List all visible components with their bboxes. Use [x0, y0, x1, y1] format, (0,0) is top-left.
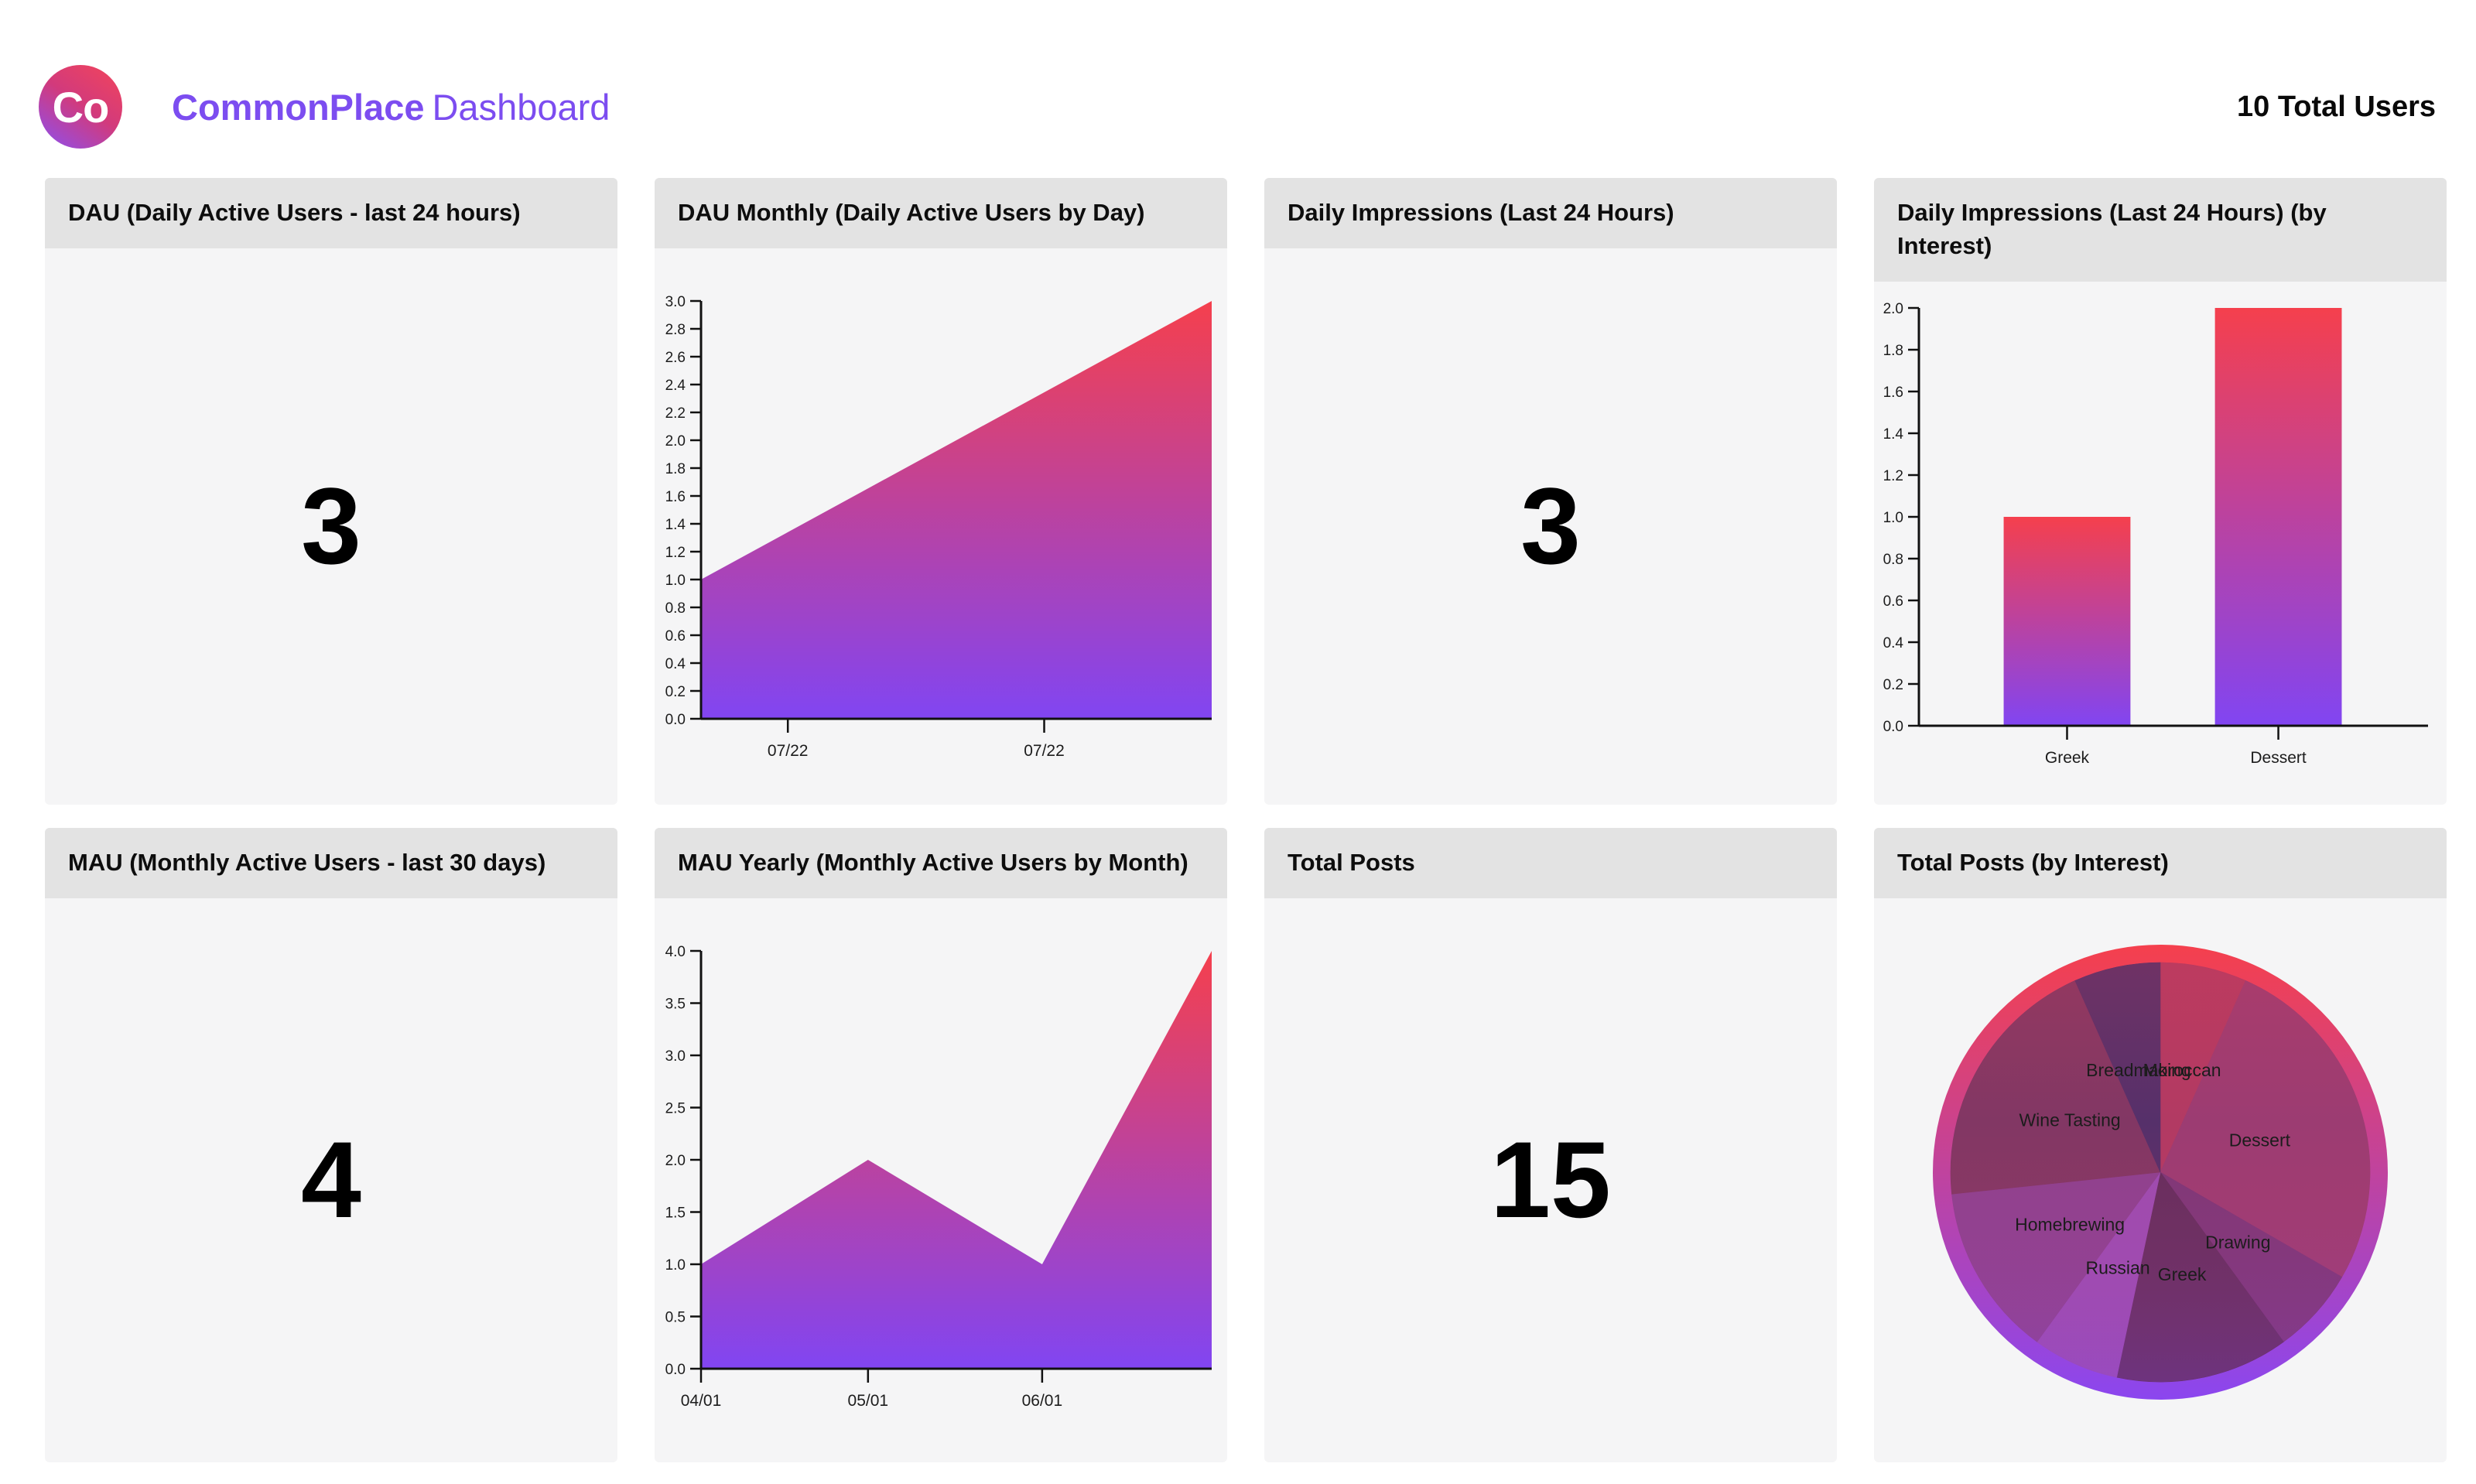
svg-text:1.6: 1.6 [665, 489, 686, 505]
svg-text:0.6: 0.6 [665, 628, 686, 645]
card-daily-impressions: Daily Impressions (Last 24 Hours) 3 [1264, 178, 1837, 805]
card-dau-title: DAU (Daily Active Users - last 24 hours) [45, 178, 617, 248]
card-total-posts-by-interest-title: Total Posts (by Interest) [1874, 828, 2447, 898]
card-mau-title: MAU (Monthly Active Users - last 30 days… [45, 828, 617, 898]
svg-text:0.2: 0.2 [665, 684, 686, 700]
mau-value: 4 [301, 1119, 361, 1241]
card-dau: DAU (Daily Active Users - last 24 hours)… [45, 178, 617, 805]
svg-text:Dessert: Dessert [2250, 749, 2307, 767]
svg-text:1.4: 1.4 [1883, 426, 1904, 443]
svg-text:Drawing: Drawing [2205, 1232, 2270, 1252]
svg-text:1.0: 1.0 [665, 573, 686, 589]
card-daily-impressions-by-interest: Daily Impressions (Last 24 Hours) (by In… [1874, 178, 2447, 805]
svg-text:0.4: 0.4 [665, 656, 686, 672]
svg-text:Homebrewing: Homebrewing [2015, 1214, 2125, 1234]
card-total-posts-by-interest: Total Posts (by Interest) Breadmaking Win… [1874, 828, 2447, 1462]
mau-yearly-area-chart: 0.0 0.5 1.0 1.5 2.0 2.5 3.0 3.5 4.0 04/01 05/01 06/… [665, 944, 1212, 1410]
svg-text:2.4: 2.4 [665, 378, 686, 394]
svg-text:Greek: Greek [2158, 1264, 2207, 1284]
svg-text:07/22: 07/22 [768, 742, 809, 760]
app-logo-icon: Co [39, 65, 122, 149]
dau-monthly-area-chart: 0.0 0.2 0.4 0.6 0.8 1.0 1.2 1.4 1.6 1.8 2.0 2.2 2.4 2… [665, 294, 1212, 760]
svg-text:1.4: 1.4 [665, 517, 686, 533]
svg-text:2.0: 2.0 [665, 1153, 686, 1169]
page-title-suffix: Dashboard [432, 86, 610, 128]
total-posts-pie-chart: Breadmaking Wine Tasting Homebrewing Russia… [1933, 944, 2388, 1400]
logo-text: Co [52, 82, 110, 132]
svg-text:3.0: 3.0 [665, 294, 686, 310]
svg-text:0.5: 0.5 [665, 1309, 686, 1325]
svg-text:1.8: 1.8 [1883, 343, 1903, 359]
svg-text:2.6: 2.6 [665, 350, 686, 366]
svg-text:Russian: Russian [2086, 1257, 2150, 1277]
svg-text:2.5: 2.5 [665, 1100, 686, 1116]
svg-text:1.0: 1.0 [1883, 510, 1903, 526]
card-mau-yearly-title: MAU Yearly (Monthly Active Users by Mont… [655, 828, 1227, 898]
svg-text:2.8: 2.8 [665, 322, 686, 338]
card-dau-monthly: DAU Monthly (Daily Active Users by Day) … [655, 178, 1227, 805]
svg-text:0.0: 0.0 [1883, 719, 1903, 735]
svg-text:3.5: 3.5 [665, 996, 686, 1012]
total-users-text: 10 Total Users [2237, 90, 2436, 123]
app-header: Co CommonPlace Dashboard 10 Total Users [0, 0, 2476, 178]
svg-text:1.2: 1.2 [665, 545, 686, 561]
card-mau-yearly: MAU Yearly (Monthly Active Users by Mont… [655, 828, 1227, 1462]
svg-text:1.2: 1.2 [1883, 468, 1903, 484]
svg-text:0.8: 0.8 [665, 600, 686, 617]
svg-text:Greek: Greek [2045, 749, 2090, 767]
svg-text:0.0: 0.0 [665, 1362, 686, 1378]
svg-text:07/22: 07/22 [1024, 742, 1065, 760]
dashboard-grid: DAU (Daily Active Users - last 24 hours)… [0, 178, 2476, 1462]
svg-text:0.4: 0.4 [1883, 635, 1904, 651]
svg-text:04/01: 04/01 [681, 1392, 722, 1410]
card-daily-impressions-title: Daily Impressions (Last 24 Hours) [1264, 178, 1837, 248]
svg-text:2.0: 2.0 [1883, 301, 1903, 317]
svg-text:2.2: 2.2 [665, 405, 686, 422]
daily-impressions-bar-chart: 0.0 0.2 0.4 0.6 0.8 1.0 1.2 1.4 1.6 1.8 2.0 Greek De… [1883, 301, 2428, 767]
svg-text:Breadmaking: Breadmaking [2086, 1060, 2191, 1080]
svg-text:0.0: 0.0 [665, 712, 686, 728]
svg-text:4.0: 4.0 [665, 944, 686, 960]
card-mau: MAU (Monthly Active Users - last 30 days… [45, 828, 617, 1462]
card-daily-impressions-by-interest-title: Daily Impressions (Last 24 Hours) (by In… [1874, 178, 2447, 282]
svg-text:2.0: 2.0 [665, 433, 686, 450]
page-title-brand: CommonPlace [172, 86, 425, 128]
card-total-posts: Total Posts 15 [1264, 828, 1837, 1462]
dau-value: 3 [301, 465, 361, 587]
svg-text:0.2: 0.2 [1883, 677, 1903, 693]
svg-text:1.5: 1.5 [665, 1205, 686, 1221]
svg-text:Moroccan: Moroccan [2143, 1060, 2221, 1080]
svg-text:0.6: 0.6 [1883, 593, 1903, 610]
svg-text:05/01: 05/01 [848, 1392, 889, 1410]
svg-text:1.6: 1.6 [1883, 385, 1903, 401]
svg-text:0.8: 0.8 [1883, 552, 1903, 568]
daily-impressions-value: 3 [1520, 465, 1581, 587]
svg-text:Wine Tasting: Wine Tasting [2019, 1110, 2120, 1130]
card-total-posts-title: Total Posts [1264, 828, 1837, 898]
svg-text:3.0: 3.0 [665, 1048, 686, 1065]
card-dau-monthly-title: DAU Monthly (Daily Active Users by Day) [655, 178, 1227, 248]
svg-text:06/01: 06/01 [1022, 1392, 1063, 1410]
page-title: CommonPlace Dashboard [172, 86, 610, 128]
svg-text:Dessert: Dessert [2229, 1130, 2291, 1150]
svg-text:1.0: 1.0 [665, 1257, 686, 1274]
total-posts-value: 15 [1490, 1119, 1611, 1241]
svg-text:1.8: 1.8 [665, 461, 686, 477]
